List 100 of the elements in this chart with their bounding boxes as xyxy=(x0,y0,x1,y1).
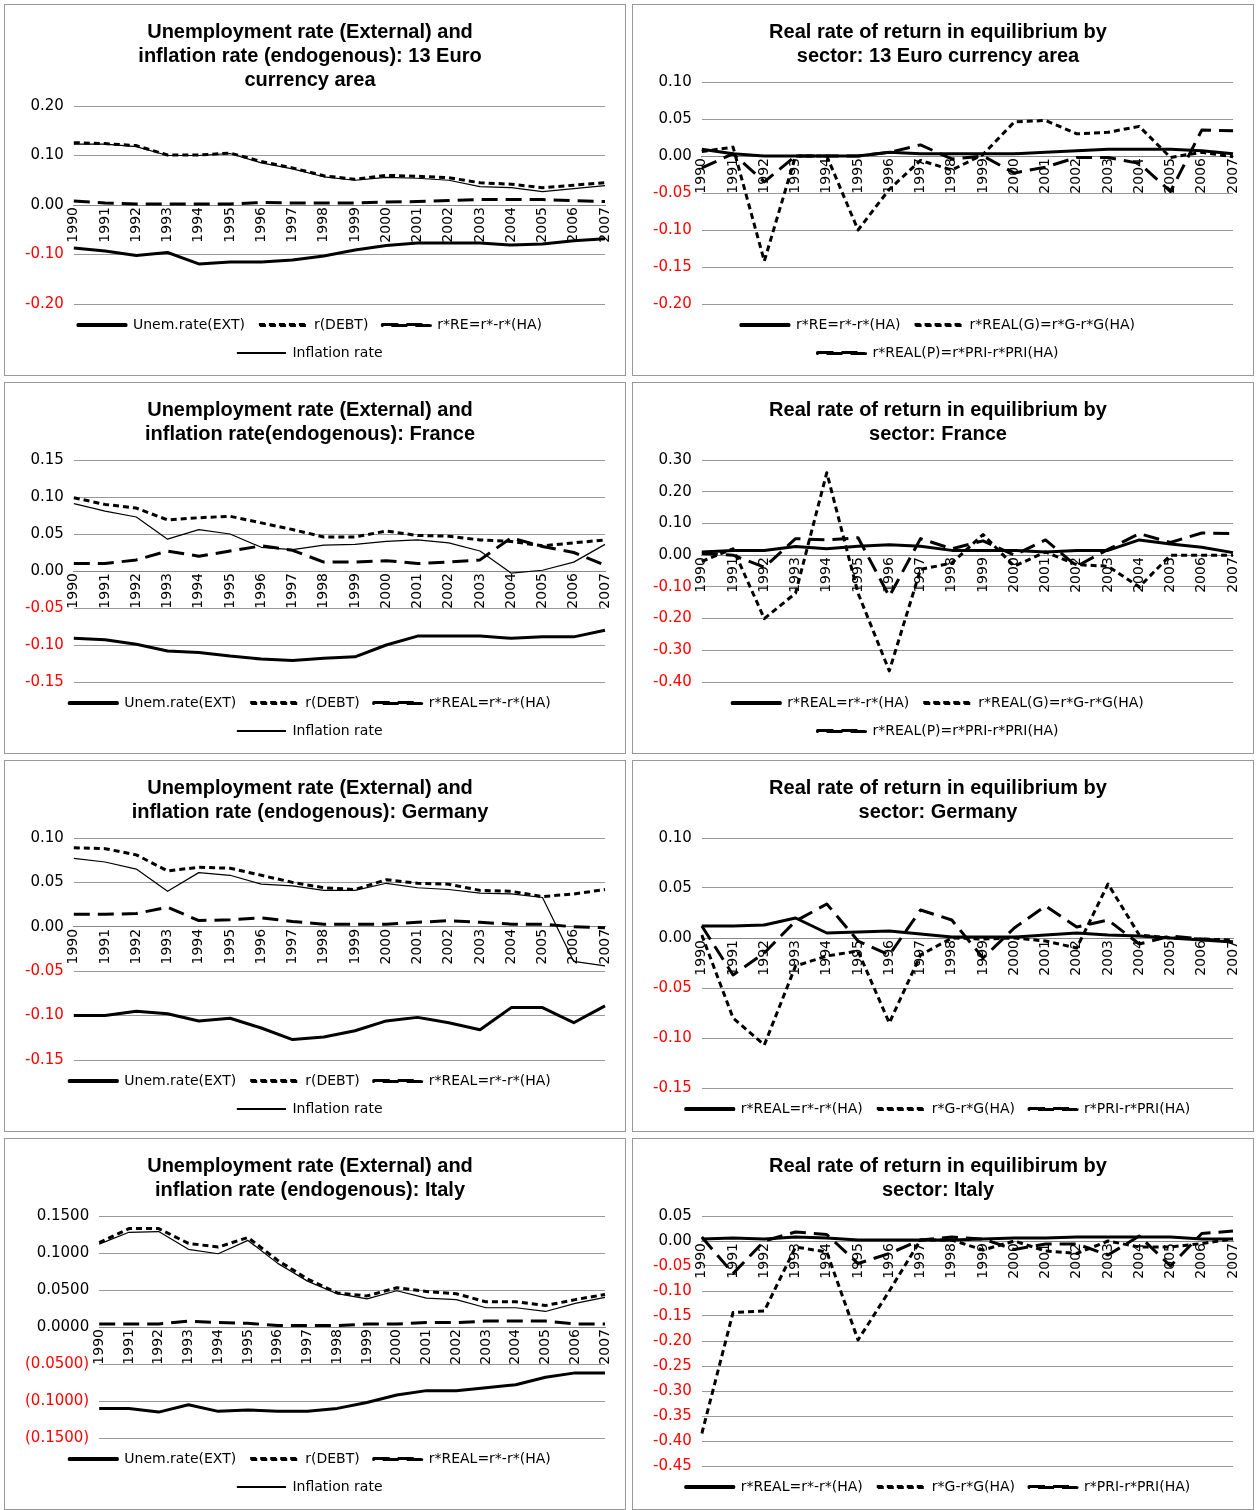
x-tick-label: 1994 xyxy=(189,572,206,609)
y-tick-label: -0.15 xyxy=(653,1077,692,1096)
y-tick-label: 0.05 xyxy=(30,523,64,542)
x-tick-label: 1995 xyxy=(220,573,237,609)
chart-title: Unemployment rate (External) and inflation rate (endogenous): 13 Euro currency area xyxy=(138,19,482,90)
x-tick-label: 2002 xyxy=(1067,940,1084,976)
y-tick-label: 0.00 xyxy=(30,916,64,935)
y-tick-label: -0.10 xyxy=(25,1005,64,1024)
x-tick-label: 2005 xyxy=(1161,557,1178,593)
x-tick-label: 2001 xyxy=(1036,940,1053,976)
x-tick-label: 1990 xyxy=(692,158,709,194)
legend-label: r*REAL(P)=r*PRI-r*PRI(HA) xyxy=(872,343,1059,360)
y-tick-label: -0.30 xyxy=(653,1380,692,1399)
y-tick-label: -0.15 xyxy=(653,1305,692,1324)
x-tick-label: 1996 xyxy=(268,1328,285,1365)
legend-label: r*REAL(P)=r*PRI-r*PRI(HA) xyxy=(872,721,1059,738)
x-tick-label: 2001 xyxy=(408,928,425,965)
legend-label: r*PRI-r*PRI(HA) xyxy=(1084,1477,1191,1494)
x-tick-label: 1998 xyxy=(327,1329,344,1365)
y-tick-label: (0.0500) xyxy=(24,1353,90,1372)
y-tick-label: 0.1500 xyxy=(36,1205,90,1224)
legend-label: Unem.rate(EXT) xyxy=(124,1071,237,1088)
x-tick-label: 1997 xyxy=(283,207,300,243)
x-tick-label: 1996 xyxy=(251,572,268,609)
x-tick-label: 2003 xyxy=(470,573,487,609)
y-tick-label: -0.20 xyxy=(653,293,692,312)
y-tick-label: -0.10 xyxy=(653,576,692,595)
y-tick-label: -0.15 xyxy=(653,256,692,275)
y-tick-label: 0.15 xyxy=(30,449,64,468)
y-tick-label: 0.00 xyxy=(658,927,692,946)
x-tick-label: 1997 xyxy=(911,158,928,194)
y-tick-label: 0.20 xyxy=(658,481,692,500)
x-tick-label: 1990 xyxy=(692,940,709,976)
x-tick-label: 1991 xyxy=(723,1243,740,1279)
x-tick-label: 1992 xyxy=(126,928,143,965)
x-tick-label: 1999 xyxy=(345,207,362,243)
x-tick-label: 1997 xyxy=(911,1243,928,1279)
x-tick-label: 2007 xyxy=(595,928,612,965)
y-tick-label: -0.10 xyxy=(653,219,692,238)
x-tick-label: 1990 xyxy=(89,1329,106,1365)
x-tick-label: 2000 xyxy=(387,1329,404,1365)
x-tick-label: 1999 xyxy=(973,557,990,593)
x-tick-label: 2007 xyxy=(595,573,612,609)
y-tick-label: -0.05 xyxy=(25,597,64,616)
chart-title: Unemployment rate (External) and inflation rate(endogenous): France xyxy=(144,397,476,444)
x-tick-label: 2001 xyxy=(408,207,425,243)
x-tick-label: 1998 xyxy=(942,557,959,593)
x-tick-label: 1998 xyxy=(314,928,331,965)
y-tick-label: -0.40 xyxy=(653,671,692,690)
y-tick-label: 0.05 xyxy=(658,1205,692,1224)
x-tick-label: 1992 xyxy=(754,557,771,593)
chart-title: Real rate of return in equilibrium by sector: France xyxy=(769,397,1108,444)
legend-label: Unem.rate(EXT) xyxy=(124,1449,237,1466)
x-tick-label: 2002 xyxy=(1067,557,1084,593)
x-tick-label: 2007 xyxy=(595,1329,612,1365)
x-tick-label: 2003 xyxy=(1098,557,1115,593)
legend-label: Inflation rate xyxy=(292,343,383,360)
y-tick-label: -0.10 xyxy=(25,634,64,653)
x-tick-label: 1990 xyxy=(692,557,709,593)
x-tick-label: 2002 xyxy=(1067,1243,1084,1279)
x-tick-label: 2000 xyxy=(376,928,393,965)
x-tick-label: 2001 xyxy=(408,573,425,609)
y-tick-label: 0.05 xyxy=(658,877,692,896)
x-tick-label: 2002 xyxy=(439,207,456,243)
x-tick-label: 1996 xyxy=(879,939,896,976)
x-tick-label: 1994 xyxy=(189,928,206,965)
x-tick-label: 1999 xyxy=(973,1243,990,1279)
legend-label: r*REAL=r*-r*(HA) xyxy=(740,1477,863,1494)
x-tick-label: 2000 xyxy=(1004,557,1021,593)
x-tick-label: 1993 xyxy=(158,207,175,243)
legend-label: Unem.rate(EXT) xyxy=(124,693,237,710)
x-tick-label: 1999 xyxy=(973,158,990,194)
legend-label: Unem.rate(EXT) xyxy=(132,315,245,332)
x-tick-label: 2001 xyxy=(417,1329,434,1365)
x-tick-label: 2003 xyxy=(1098,940,1115,976)
x-tick-label: 1990 xyxy=(64,928,81,965)
x-tick-label: 2002 xyxy=(439,573,456,609)
y-tick-label: 0.00 xyxy=(658,1230,692,1249)
x-tick-label: 1990 xyxy=(64,573,81,609)
y-tick-label: 0.10 xyxy=(658,513,692,532)
x-tick-label: 2005 xyxy=(533,573,550,609)
y-tick-label: -0.20 xyxy=(653,1330,692,1349)
y-tick-label: 0.05 xyxy=(30,872,64,891)
legend-label: r*REAL(G)=r*G-r*G(HA) xyxy=(969,315,1136,332)
x-tick-label: 1998 xyxy=(942,1243,959,1279)
x-tick-label: 2007 xyxy=(1223,1243,1240,1279)
x-tick-label: 1993 xyxy=(786,940,803,976)
legend-label: r*REAL=r*-r*(HA) xyxy=(740,1099,863,1116)
y-tick-label: -0.05 xyxy=(653,977,692,996)
chart-title: Real rate of return in equilibirum by sector: Italy xyxy=(769,1153,1108,1200)
chart-title: Unemployment rate (External) and inflation rate (endogenous): Italy xyxy=(147,1153,473,1200)
y-tick-label: -0.45 xyxy=(653,1455,692,1474)
legend-label: Inflation rate xyxy=(292,1477,383,1494)
x-tick-label: 1999 xyxy=(345,928,362,965)
x-tick-label: 1992 xyxy=(126,207,143,243)
x-tick-label: 1996 xyxy=(251,928,268,965)
chart-title: Unemployment rate (External) and inflation rate (endogenous): Germany xyxy=(131,775,490,822)
x-tick-label: 1990 xyxy=(692,1243,709,1279)
x-tick-label: 2004 xyxy=(501,572,518,609)
y-tick-label: 0.0500 xyxy=(36,1279,90,1298)
